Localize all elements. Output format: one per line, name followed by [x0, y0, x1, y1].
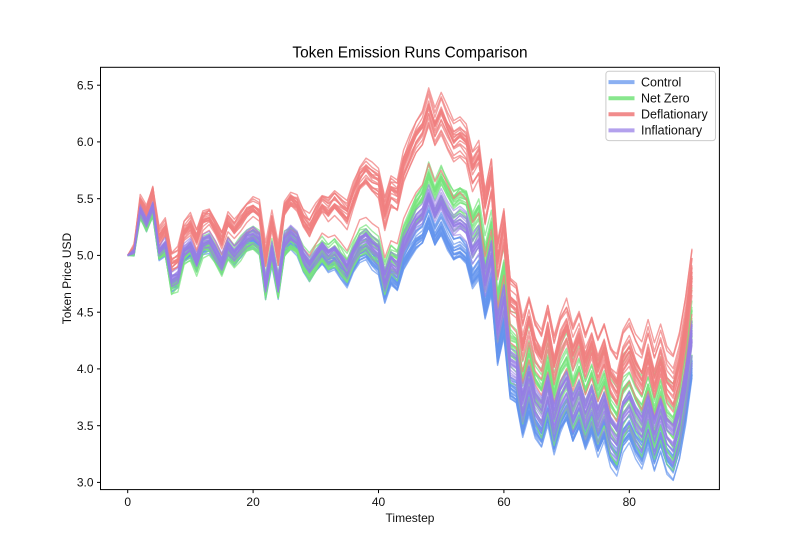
- svg-text:Token Price USD: Token Price USD: [60, 232, 74, 324]
- svg-text:20: 20: [246, 495, 260, 509]
- svg-text:Inflationary: Inflationary: [641, 124, 703, 138]
- svg-text:Token Emission Runs Comparison: Token Emission Runs Comparison: [292, 45, 527, 62]
- svg-text:40: 40: [372, 495, 386, 509]
- svg-text:4.5: 4.5: [77, 305, 94, 319]
- svg-text:3.5: 3.5: [77, 419, 94, 433]
- svg-text:5.0: 5.0: [77, 249, 94, 263]
- svg-text:6.5: 6.5: [77, 78, 94, 92]
- svg-text:4.0: 4.0: [77, 362, 94, 376]
- svg-text:3.0: 3.0: [77, 476, 94, 490]
- svg-text:60: 60: [497, 495, 511, 509]
- svg-text:80: 80: [623, 495, 637, 509]
- svg-text:Control: Control: [641, 75, 681, 89]
- svg-text:5.5: 5.5: [77, 192, 94, 206]
- svg-text:6.0: 6.0: [77, 135, 94, 149]
- svg-text:Deflationary: Deflationary: [641, 108, 708, 122]
- svg-text:Net Zero: Net Zero: [641, 92, 690, 106]
- svg-text:Timestep: Timestep: [386, 511, 435, 525]
- svg-text:0: 0: [124, 495, 131, 509]
